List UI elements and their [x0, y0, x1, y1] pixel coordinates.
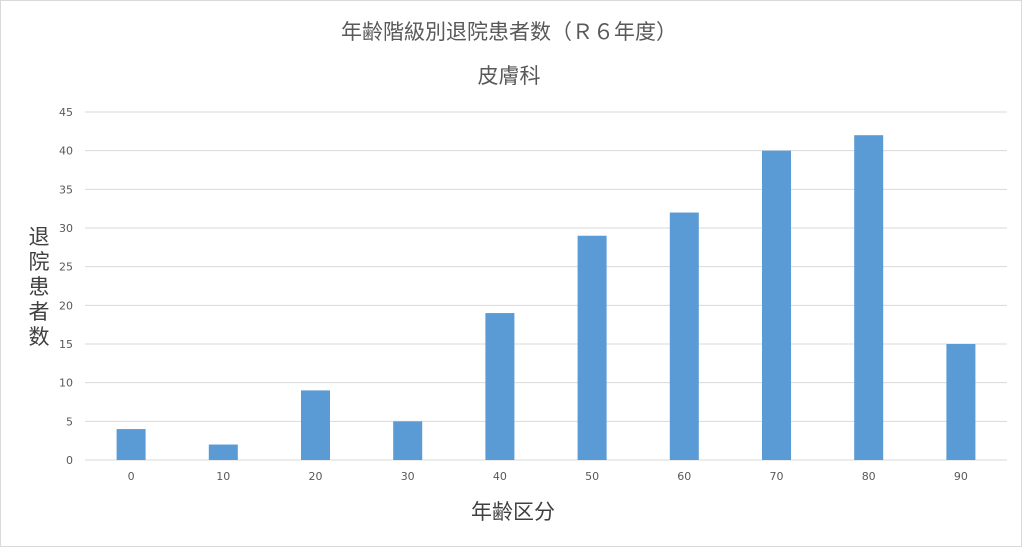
y-axis-title-char: 退 [29, 225, 50, 249]
x-axis-title: 年齢区分 [471, 500, 555, 524]
y-tick-label: 30 [59, 222, 73, 235]
bar [762, 150, 791, 460]
y-tick-label: 20 [59, 299, 73, 312]
bar [393, 421, 423, 460]
y-tick-label: 40 [59, 145, 73, 158]
bar [485, 313, 515, 460]
x-tick-label: 0 [128, 470, 135, 483]
y-tick-label: 35 [59, 183, 73, 196]
chart-title: 年齢階級別退院患者数（Ｒ６年度） [341, 20, 677, 44]
y-tick-label: 45 [59, 106, 73, 119]
bar [669, 212, 699, 460]
x-tick-label: 30 [401, 470, 415, 483]
y-axis-title: 退院患者数 [29, 225, 50, 349]
y-tick-label: 10 [59, 377, 73, 390]
bar [854, 135, 884, 460]
y-axis-title-char: 患 [29, 275, 50, 299]
bar [301, 390, 330, 460]
y-axis-title-char: 者 [29, 300, 50, 324]
y-axis-title-char: 院 [29, 250, 50, 274]
x-tick-label: 90 [954, 470, 968, 483]
y-tick-label: 25 [59, 261, 73, 274]
bar [208, 444, 238, 460]
x-tick-label: 60 [677, 470, 691, 483]
x-tick-label: 10 [216, 470, 230, 483]
y-tick-labels: 0 5 10 15 20 25 30 35 40 45 [59, 106, 73, 467]
chart-subtitle: 皮膚科 [478, 64, 541, 88]
x-tick-labels: 0 10 20 30 40 50 60 70 80 90 [128, 470, 968, 483]
y-tick-label: 0 [66, 454, 73, 467]
gridlines [85, 111, 1007, 461]
bar [946, 344, 976, 460]
bar [116, 429, 146, 460]
bars [116, 135, 976, 460]
y-tick-label: 5 [66, 415, 73, 428]
x-tick-label: 40 [493, 470, 507, 483]
x-tick-label: 80 [862, 470, 876, 483]
y-axis-title-char: 数 [29, 325, 50, 349]
x-tick-label: 20 [309, 470, 323, 483]
y-tick-label: 15 [59, 338, 73, 351]
x-tick-label: 70 [770, 470, 784, 483]
bar [577, 235, 607, 460]
x-tick-label: 50 [585, 470, 599, 483]
